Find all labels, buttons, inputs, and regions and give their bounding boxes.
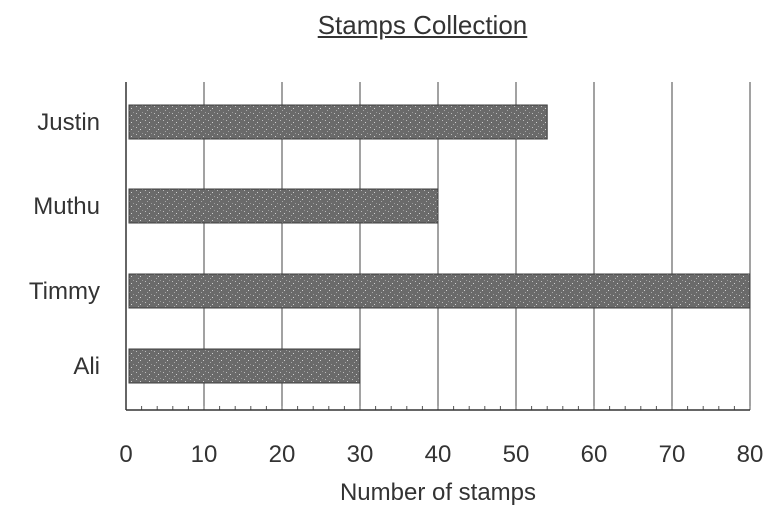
y-category-label: Justin	[37, 109, 100, 136]
x-tick-label: 10	[191, 441, 218, 468]
bars	[128, 104, 751, 384]
x-tick-label: 60	[581, 441, 608, 468]
bar-timmy	[128, 273, 751, 309]
y-category-label: Muthu	[33, 193, 100, 220]
x-tick-label: 70	[659, 441, 686, 468]
chart-title: Stamps Collection	[317, 10, 528, 40]
x-tick-label: 40	[425, 441, 452, 468]
x-tick-label: 0	[119, 441, 132, 468]
axes	[125, 82, 751, 411]
bar-justin	[128, 104, 548, 140]
x-axis-label: Number of stamps	[340, 479, 536, 506]
y-category-label: Timmy	[29, 278, 100, 305]
x-tick-label: 80	[737, 441, 764, 468]
bar-muthu	[128, 188, 439, 224]
labels: 0 10 20 30 40 50 60 70 80 Justin Muthu Timmy Ali	[29, 109, 763, 468]
bar-ali	[128, 348, 361, 384]
x-tick-label: 30	[347, 441, 374, 468]
y-category-label: Ali	[73, 353, 100, 380]
x-tick-label: 50	[503, 441, 530, 468]
x-tick-label: 20	[269, 441, 296, 468]
